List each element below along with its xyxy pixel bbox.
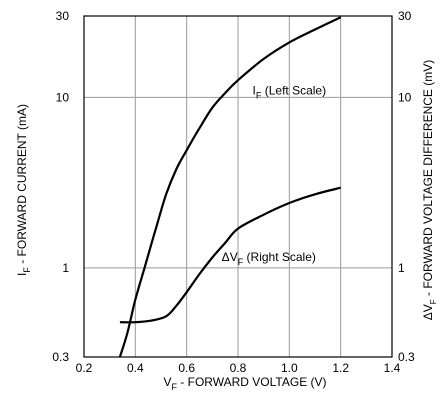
right-y-axis-label: ΔVF - FORWARD VOLTAGE DIFFERENCE (mV) <box>421 60 438 320</box>
forward-current-curve <box>120 17 341 357</box>
right-y-tick-labels: 0.3 1 10 30 <box>398 9 415 364</box>
right-y-tick-label: 30 <box>398 9 412 23</box>
grid-lines <box>84 16 392 357</box>
forward-voltage-difference-label: ΔVF (Right Scale) <box>222 250 316 267</box>
series-annotations: IF (Left Scale)ΔVF (Right Scale) <box>222 83 326 266</box>
x-axis-label: VF - FORWARD VOLTAGE (V) <box>163 375 326 392</box>
right-y-tick-label: 1 <box>398 261 405 275</box>
x-tick-labels: 0.2 0.4 0.6 0.8 1.0 1.2 1.4 <box>76 361 401 375</box>
x-tick-label: 0.2 <box>76 361 93 375</box>
left-y-tick-label: 0.3 <box>52 350 69 364</box>
left-y-tick-label: 10 <box>56 90 70 104</box>
x-tick-label: 1.2 <box>332 361 349 375</box>
left-y-tick-label: 1 <box>62 261 69 275</box>
x-tick-label: 0.6 <box>178 361 195 375</box>
right-y-tick-label: 0.3 <box>398 350 415 364</box>
left-y-tick-label: 30 <box>56 9 70 23</box>
left-y-tick-labels: 0.3 1 10 30 <box>52 9 69 364</box>
data-series <box>120 17 341 357</box>
x-tick-label: 1.0 <box>281 361 298 375</box>
x-tick-label: 0.8 <box>230 361 247 375</box>
right-y-tick-label: 10 <box>398 90 412 104</box>
left-y-axis-label: IF - FORWARD CURRENT (mA) <box>15 104 32 276</box>
x-tick-label: 0.4 <box>127 361 144 375</box>
